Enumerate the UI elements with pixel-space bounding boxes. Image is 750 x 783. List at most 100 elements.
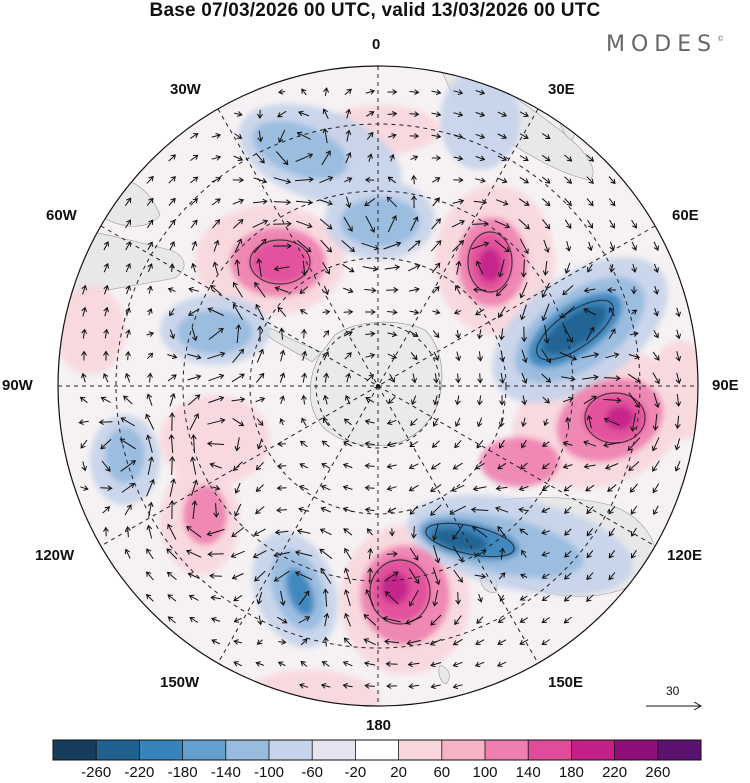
wind-arrow [319,199,333,206]
wind-arrow [257,130,264,143]
wind-arrow [146,175,154,184]
wind-arrow [190,434,197,454]
wind-arrow [186,526,202,538]
wind-arrow [432,330,440,339]
lon-label-30e: 30E [548,81,575,98]
wind-arrow [630,505,638,515]
wind-arrow [294,571,313,581]
wind-arrow [342,263,355,273]
wind-arrow [363,660,376,667]
wind-arrow [103,306,109,317]
wind-arrow [453,155,464,162]
wind-arrow [409,547,419,561]
wind-arrow [453,111,464,118]
wind-arrow [407,661,420,668]
wind-arrow [541,373,552,383]
wind-arrow [521,440,527,449]
wind-arrow [674,438,681,451]
wind-arrow [472,485,487,492]
wind-arrow [586,154,595,162]
wind-arrow [586,506,594,515]
wind-arrow [343,528,353,536]
wind-arrow [431,440,440,448]
wind-arrow [453,177,464,183]
wind-arrow [366,111,375,117]
wind-arrow [604,375,621,382]
wind-arrow [365,309,376,315]
wind-arrow [168,154,177,162]
wind-arrow [496,199,509,206]
wind-arrow [431,218,442,230]
colorbar-swatch [571,740,615,760]
wind-arrow [477,351,484,362]
wind-arrow [125,219,132,229]
wind-arrow [452,683,463,690]
wind-arrow [386,485,397,492]
wind-arrow [432,197,440,207]
wind-arrow [587,219,594,229]
colorbar-label: 20 [390,764,407,781]
wind-arrow [145,571,154,581]
wind-arrow [451,220,465,228]
wind-arrow [323,87,329,96]
wind-arrow [296,220,313,229]
wind-arrow [279,395,285,405]
wind-arrow [365,330,376,337]
wind-arrow [257,109,263,120]
wind-arrow [147,241,153,251]
wind-arrow [384,638,400,645]
wind-arrow [80,439,88,449]
wind-arrow [345,196,352,209]
wind-arrow [235,324,242,344]
wind-arrow [472,220,489,227]
wind-arrow [474,573,487,580]
wind-arrow [387,331,398,338]
wind-arrow [208,327,224,340]
wind-arrow [560,306,576,319]
wind-arrow [211,198,221,206]
wind-arrow [631,263,637,273]
wind-arrow [430,484,442,492]
wind-arrow [279,372,286,383]
wind-arrow [408,286,420,293]
wind-arrow [209,572,223,579]
wind-arrow [477,593,483,603]
wind-arrow [301,350,308,361]
wind-arrow [166,571,177,580]
wind-arrow [323,285,329,296]
wind-arrow [122,395,133,405]
wind-arrow [319,528,332,536]
wind-arrow [257,615,263,626]
wind-arrow [147,456,154,475]
wind-arrow [497,617,506,623]
wind-arrow [387,353,398,359]
wind-arrow [519,133,529,139]
wind-arrow [518,218,530,230]
wind-arrow [583,308,597,316]
wind-arrow [387,507,397,513]
wind-arrow [389,528,395,537]
wind-arrow [296,131,311,140]
wind-arrow [521,395,528,406]
wind-arrow [386,419,397,425]
wind-arrow [299,309,308,315]
wind-arrow [344,88,352,96]
colorbar-label: -20 [344,764,367,781]
wind-arrow [430,504,442,516]
wind-arrow [146,548,154,560]
wind-arrow [452,524,464,541]
wind-arrow [608,572,616,581]
colorbar-label: -100 [253,764,285,781]
wind-arrow [564,219,572,229]
colorbar-label: -140 [210,764,241,781]
wind-arrow [541,176,551,184]
wind-arrow [255,396,266,403]
wind-arrow [559,352,578,361]
wind-arrow [388,396,396,404]
wind-arrow [433,373,440,384]
wind-arrow [563,594,572,602]
wind-arrow [583,440,597,447]
wind-arrow [277,89,286,95]
wind-arrow [628,353,641,360]
wind-arrow [146,197,154,206]
